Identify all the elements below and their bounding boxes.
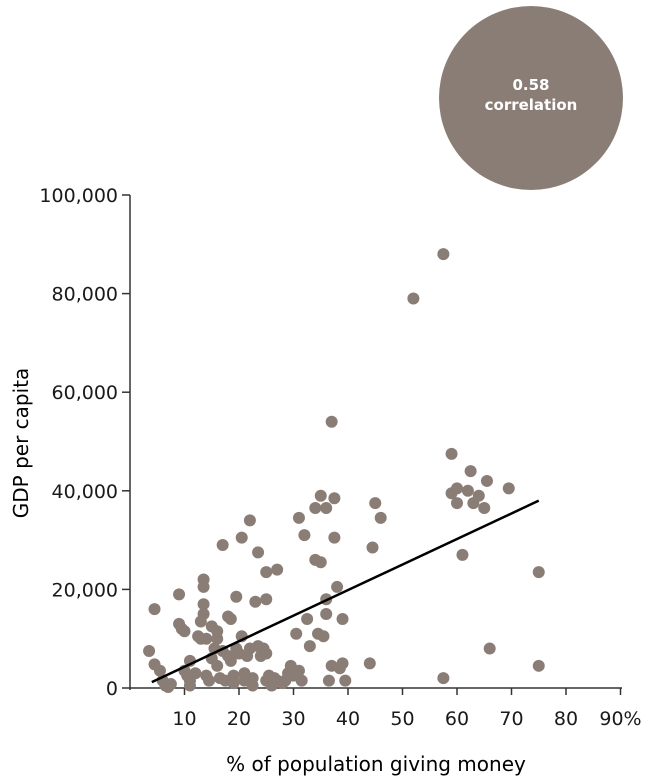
data-point	[339, 674, 352, 687]
correlation-label: correlation	[485, 96, 578, 114]
data-point	[224, 654, 237, 667]
data-point	[437, 672, 450, 685]
x-tick-label: 90%	[599, 708, 641, 730]
correlation-badge-circle	[439, 6, 623, 190]
data-point	[227, 677, 240, 690]
x-tick-label: 40	[336, 708, 360, 730]
data-point	[331, 580, 344, 593]
data-point	[451, 482, 463, 495]
data-point	[314, 489, 327, 502]
data-point	[451, 497, 463, 510]
data-point	[292, 664, 305, 677]
y-axis-title: GDP per capita	[9, 368, 33, 519]
data-point	[472, 489, 485, 502]
data-point	[197, 598, 210, 611]
data-point	[216, 539, 229, 552]
data-point	[366, 541, 379, 554]
y-tick-label: 40,000	[52, 481, 118, 503]
x-tick-label: 80	[554, 708, 578, 730]
data-point	[407, 292, 420, 305]
data-point	[532, 566, 545, 579]
x-tick-label: 70	[499, 708, 523, 730]
data-point	[532, 659, 545, 672]
y-tick-label: 100,000	[39, 185, 118, 207]
data-point	[328, 531, 341, 544]
data-point	[271, 563, 284, 576]
trendline	[151, 499, 540, 684]
data-point	[369, 497, 382, 510]
data-point	[461, 484, 474, 497]
data-point	[456, 548, 469, 561]
data-point	[197, 608, 210, 621]
data-point	[230, 590, 243, 603]
data-point	[246, 679, 259, 692]
data-point	[325, 415, 338, 428]
x-tick-label: 10	[172, 708, 196, 730]
data-point	[363, 657, 376, 670]
data-point	[164, 678, 177, 691]
data-point	[480, 474, 493, 487]
x-tick-label: 20	[227, 708, 251, 730]
data-point	[173, 588, 186, 601]
data-point	[298, 529, 311, 542]
data-point	[143, 645, 156, 658]
data-point	[183, 679, 196, 692]
data-point	[189, 667, 202, 680]
data-point	[290, 627, 303, 640]
data-point	[203, 674, 216, 687]
data-point	[445, 447, 458, 460]
data-point	[260, 647, 273, 660]
y-tick-label: 80,000	[52, 284, 118, 306]
data-point	[320, 502, 333, 515]
data-point	[197, 580, 210, 593]
data-points	[143, 248, 545, 694]
data-point	[260, 593, 273, 606]
x-tick-label: 30	[281, 708, 305, 730]
x-axis-title: % of population giving money	[226, 752, 526, 776]
data-point	[309, 502, 322, 515]
y-tick-label: 60,000	[52, 382, 118, 404]
data-point	[148, 603, 161, 616]
data-point	[153, 664, 166, 677]
data-point	[303, 640, 316, 653]
data-point	[200, 632, 213, 645]
y-tick-label: 20,000	[52, 579, 118, 601]
data-point	[260, 566, 273, 579]
y-tick-label: 0	[106, 678, 118, 700]
correlation-badge: 0.58 correlation	[439, 6, 623, 190]
x-axis-ticks: 10 20 30 40 50 60 70 80 90%	[172, 688, 642, 730]
data-point	[178, 625, 191, 638]
data-point	[336, 657, 349, 670]
data-point	[336, 612, 349, 625]
trendline-group	[151, 499, 540, 684]
data-point	[464, 465, 477, 478]
correlation-value: 0.58	[512, 76, 549, 94]
data-point	[314, 556, 327, 569]
x-tick-label: 50	[390, 708, 414, 730]
data-point	[502, 482, 515, 495]
y-axis-ticks: 0 20,000 40,000 60,000 80,000 100,000	[39, 185, 130, 700]
data-point	[478, 502, 491, 515]
data-point	[249, 595, 262, 608]
data-point	[374, 511, 387, 524]
data-point	[437, 248, 450, 261]
data-point	[211, 632, 224, 645]
data-point	[322, 674, 335, 687]
x-tick-label: 60	[445, 708, 469, 730]
data-point	[235, 531, 248, 544]
data-point	[320, 608, 333, 621]
data-point	[328, 492, 341, 505]
data-point	[211, 659, 224, 672]
data-point	[224, 612, 237, 625]
data-point	[317, 630, 330, 643]
data-point	[252, 546, 265, 559]
data-point	[483, 642, 496, 655]
data-point	[295, 674, 308, 687]
data-point	[243, 514, 256, 527]
data-point	[301, 612, 314, 625]
data-point	[292, 511, 305, 524]
